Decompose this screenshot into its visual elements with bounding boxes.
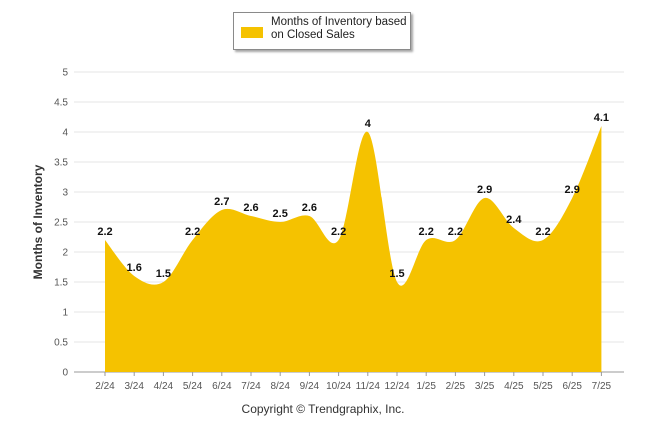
- data-label: 2.5: [273, 208, 288, 220]
- copyright-text: Copyright © Trendgraphix, Inc.: [241, 402, 405, 416]
- y-tick-label: 3: [62, 188, 68, 199]
- y-tick-labels: 0 0.5 1 1.5 2 2.5 3 3.5 4 4.5 5: [54, 68, 68, 379]
- y-tick-label: 5: [62, 68, 68, 79]
- data-label: 2.9: [477, 184, 492, 196]
- y-tick-label: 1.5: [54, 278, 68, 289]
- series-area-path: [105, 126, 602, 372]
- data-label: 2.9: [565, 184, 580, 196]
- data-label: 1.6: [127, 262, 142, 274]
- x-tick-label: 6/25: [562, 381, 582, 392]
- data-label: 2.7: [214, 196, 229, 208]
- y-tick-label: 0.5: [54, 338, 68, 349]
- x-tick-label: 7/24: [241, 381, 261, 392]
- data-labels: 2.2 1.6 1.5 2.2 2.7 2.6 2.5 2.6 2.2 4 1.5 2.2 2.2 2.9…: [97, 112, 609, 280]
- y-tick-label: 3.5: [54, 158, 68, 169]
- x-tick-labels: 2/24 3/24 4/24 5/24 6/24 7/24 8/24 9/24 10/24 11/…: [95, 372, 612, 392]
- data-label: 2.2: [185, 226, 200, 238]
- series-area: [105, 126, 602, 372]
- data-label: 2.2: [419, 226, 434, 238]
- data-label: 2.6: [243, 202, 258, 214]
- data-label: 2.2: [448, 226, 463, 238]
- x-tick-label: 3/25: [475, 381, 495, 392]
- x-tick-label: 4/25: [504, 381, 524, 392]
- data-label: 1.5: [389, 268, 404, 280]
- x-tick-label: 10/24: [326, 381, 351, 392]
- x-tick-label: 9/24: [300, 381, 320, 392]
- x-tick-label: 4/24: [154, 381, 174, 392]
- y-tick-label: 2: [62, 248, 68, 259]
- y-tick-label: 2.5: [54, 218, 68, 229]
- x-tick-label: 5/24: [183, 381, 203, 392]
- x-tick-label: 1/25: [416, 381, 436, 392]
- y-tick-label: 4: [62, 128, 68, 139]
- legend: Months of Inventory based on Closed Sale…: [233, 12, 411, 50]
- x-tick-label: 7/25: [592, 381, 612, 392]
- x-tick-label: 2/24: [95, 381, 115, 392]
- x-tick-label: 11/24: [356, 381, 381, 392]
- y-axis-title: Months of Inventory: [31, 164, 45, 279]
- x-tick-label: 6/24: [212, 381, 232, 392]
- x-tick-label: 3/24: [124, 381, 144, 392]
- y-tick-label: 0: [62, 368, 68, 379]
- data-label: 2.6: [302, 202, 317, 214]
- x-tick-label: 12/24: [384, 381, 409, 392]
- legend-swatch: [241, 27, 263, 38]
- data-label: 2.2: [331, 226, 346, 238]
- data-label: 2.2: [535, 226, 550, 238]
- x-tick-label: 5/25: [533, 381, 553, 392]
- data-label: 4.1: [594, 112, 609, 124]
- y-tick-label: 4.5: [54, 98, 68, 109]
- data-label: 2.4: [506, 214, 522, 226]
- data-label: 4: [365, 118, 372, 130]
- x-tick-label: 2/25: [446, 381, 466, 392]
- legend-label: Months of Inventory based on Closed Sale…: [271, 16, 407, 41]
- y-tick-label: 1: [62, 308, 68, 319]
- data-label: 1.5: [156, 268, 171, 280]
- x-tick-label: 8/24: [270, 381, 290, 392]
- data-label: 2.2: [97, 226, 112, 238]
